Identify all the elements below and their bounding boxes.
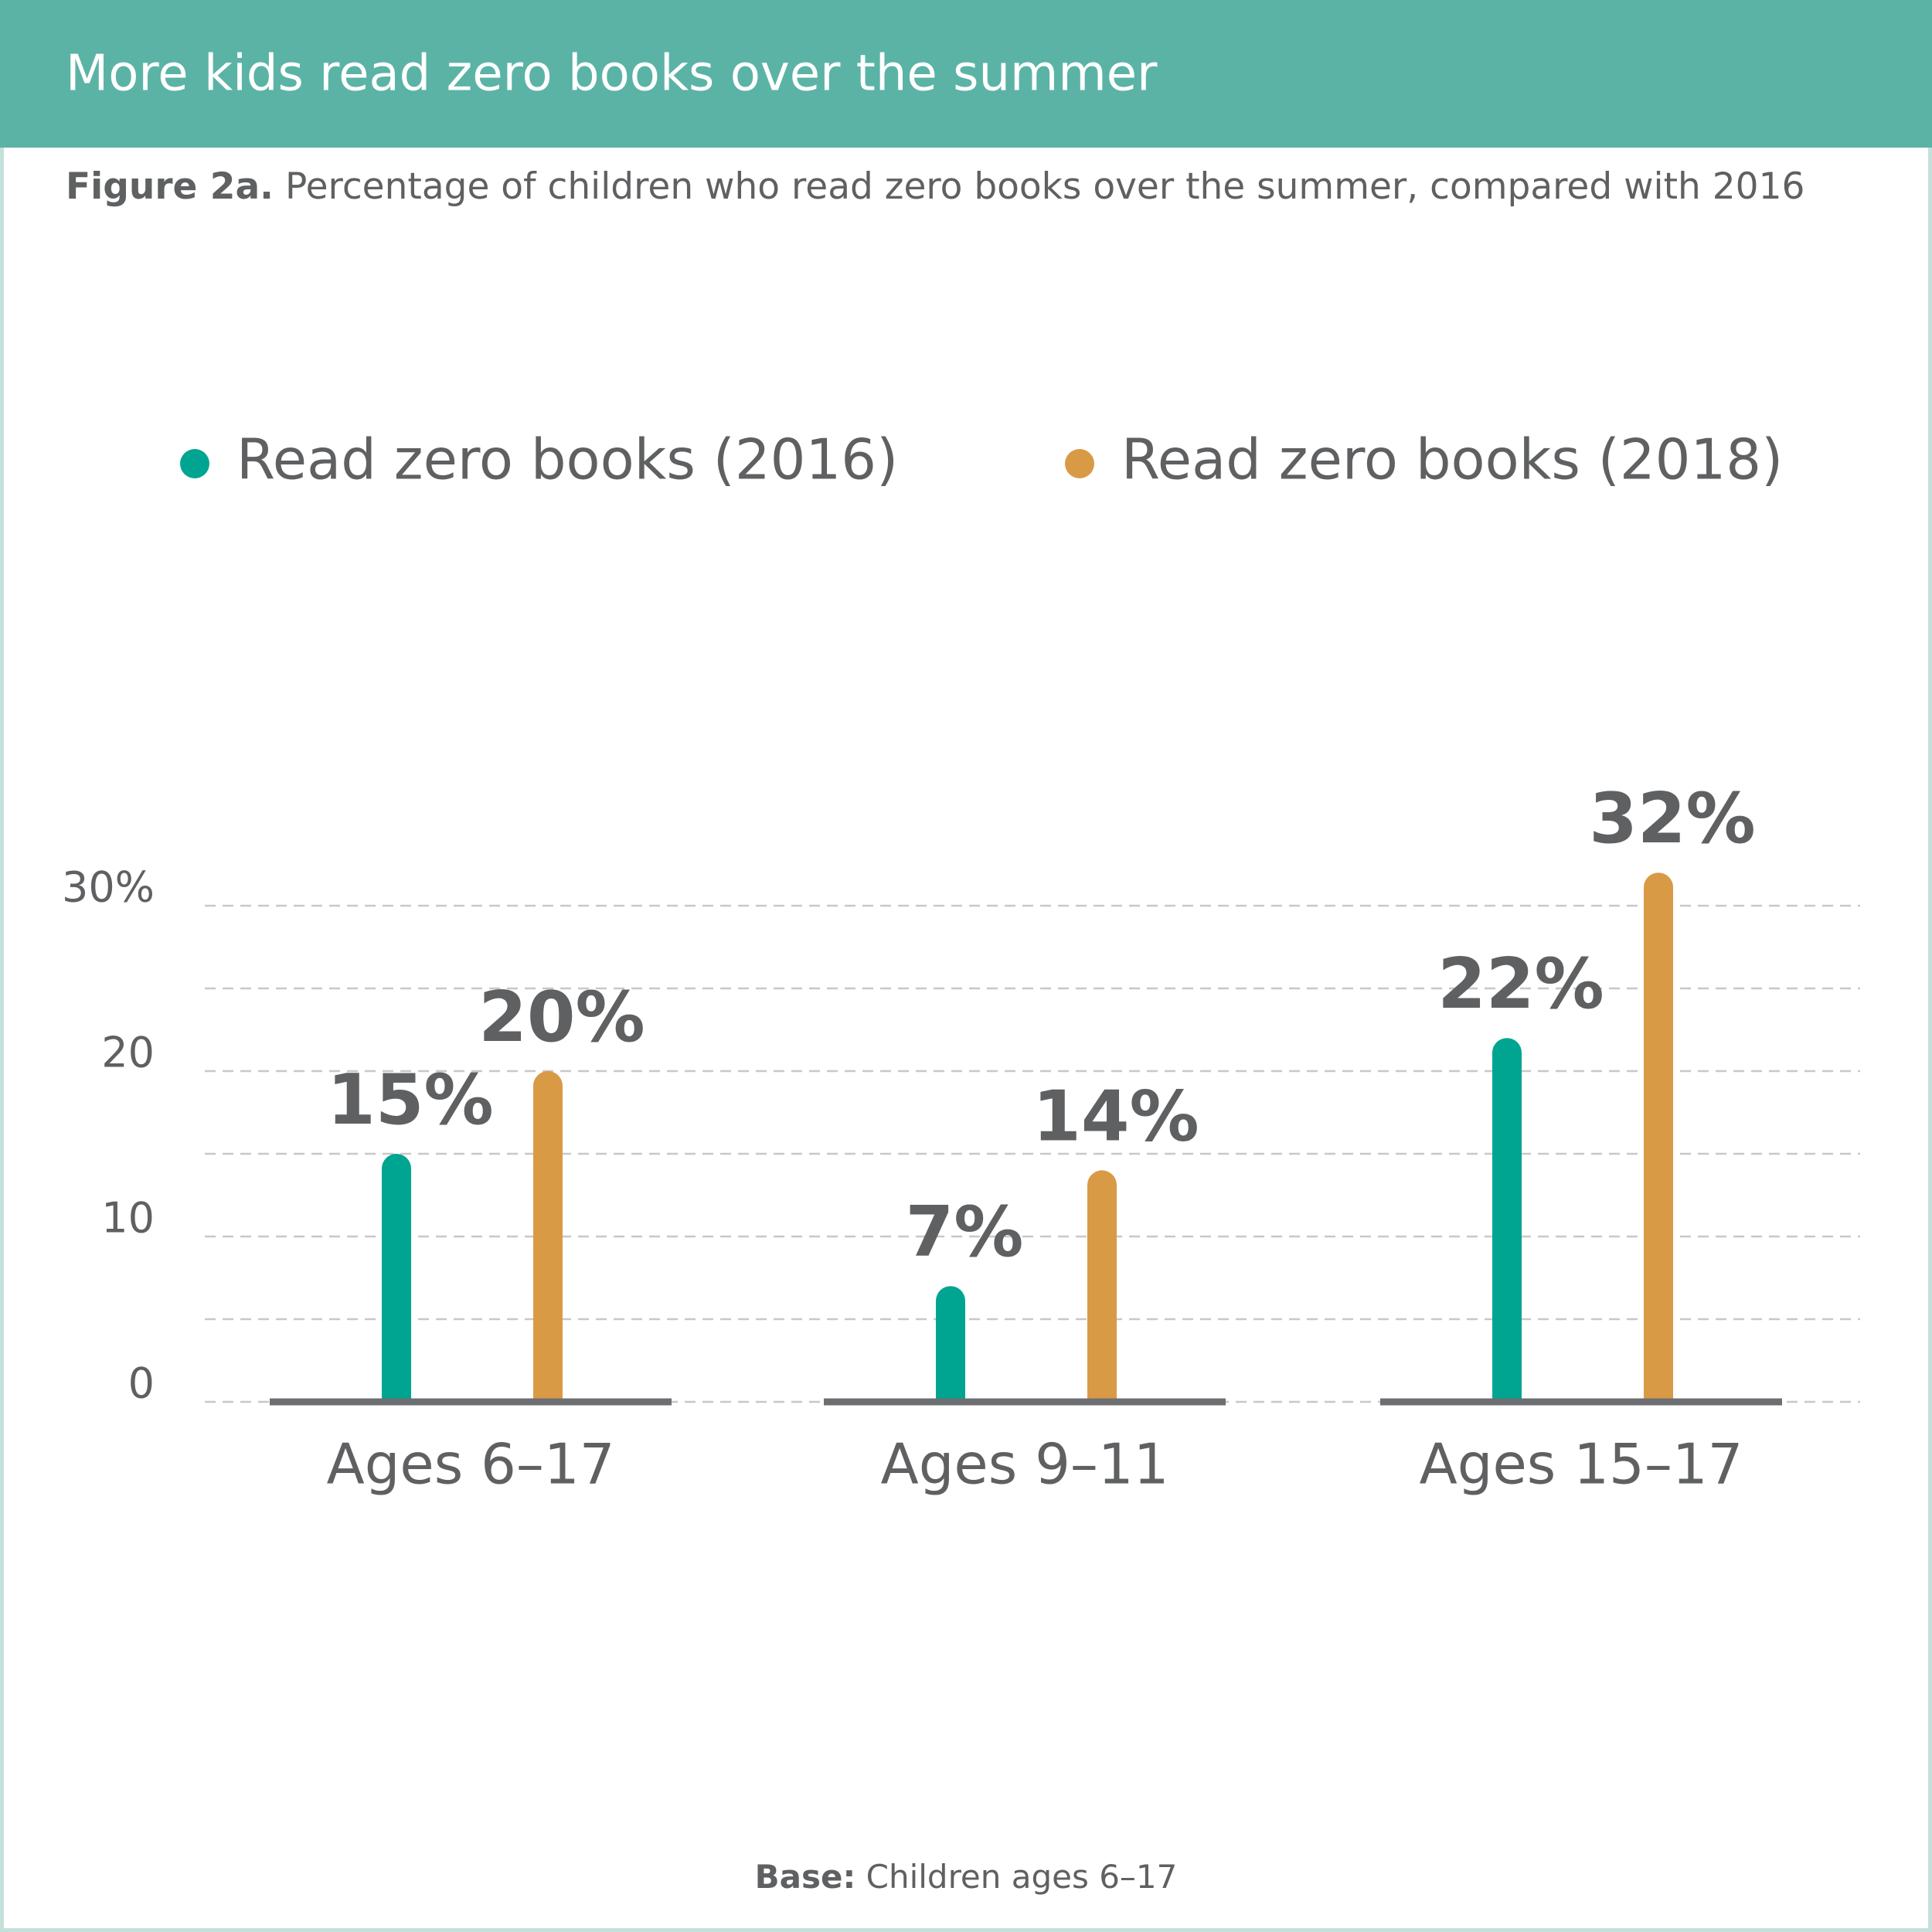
bar <box>533 1071 563 1402</box>
value-label: 32% <box>1589 778 1755 859</box>
y-tick-label: 0 <box>128 1359 155 1408</box>
y-tick-label: 10 <box>101 1194 155 1243</box>
legend-label: Read zero books (2016) <box>236 427 898 492</box>
value-label: 15% <box>327 1060 493 1141</box>
y-tick-label: 30% <box>62 863 155 912</box>
y-tick-label: 20 <box>101 1029 155 1077</box>
bar <box>1492 1038 1522 1402</box>
x-tick-label: Ages 6–17 <box>326 1432 614 1497</box>
chart-title: More kids read zero books over the summe… <box>66 46 1158 103</box>
x-tick-label: Ages 9–11 <box>880 1432 1168 1497</box>
subtitle: Figure 2a. Percentage of children who re… <box>66 165 1804 208</box>
bar <box>1644 872 1673 1402</box>
subtitle-text: Percentage of children who read zero boo… <box>285 165 1804 208</box>
value-label: 22% <box>1437 944 1604 1025</box>
legend-label: Read zero books (2018) <box>1121 427 1783 492</box>
x-tick-label: Ages 15–17 <box>1420 1432 1743 1497</box>
legend-marker <box>1065 449 1094 478</box>
bar <box>936 1286 965 1402</box>
legend-marker <box>180 449 209 478</box>
note-label: Base: <box>755 1858 856 1896</box>
header <box>0 0 1932 148</box>
bar <box>382 1154 411 1402</box>
subtitle-label: Figure 2a. <box>66 165 274 208</box>
value-label: 20% <box>478 977 645 1058</box>
value-label: 14% <box>1032 1076 1199 1157</box>
note: Base: Children ages 6–17 <box>755 1858 1178 1896</box>
value-label: 7% <box>906 1192 1024 1273</box>
bar <box>1087 1170 1117 1402</box>
note-text: Children ages 6–17 <box>866 1858 1178 1896</box>
